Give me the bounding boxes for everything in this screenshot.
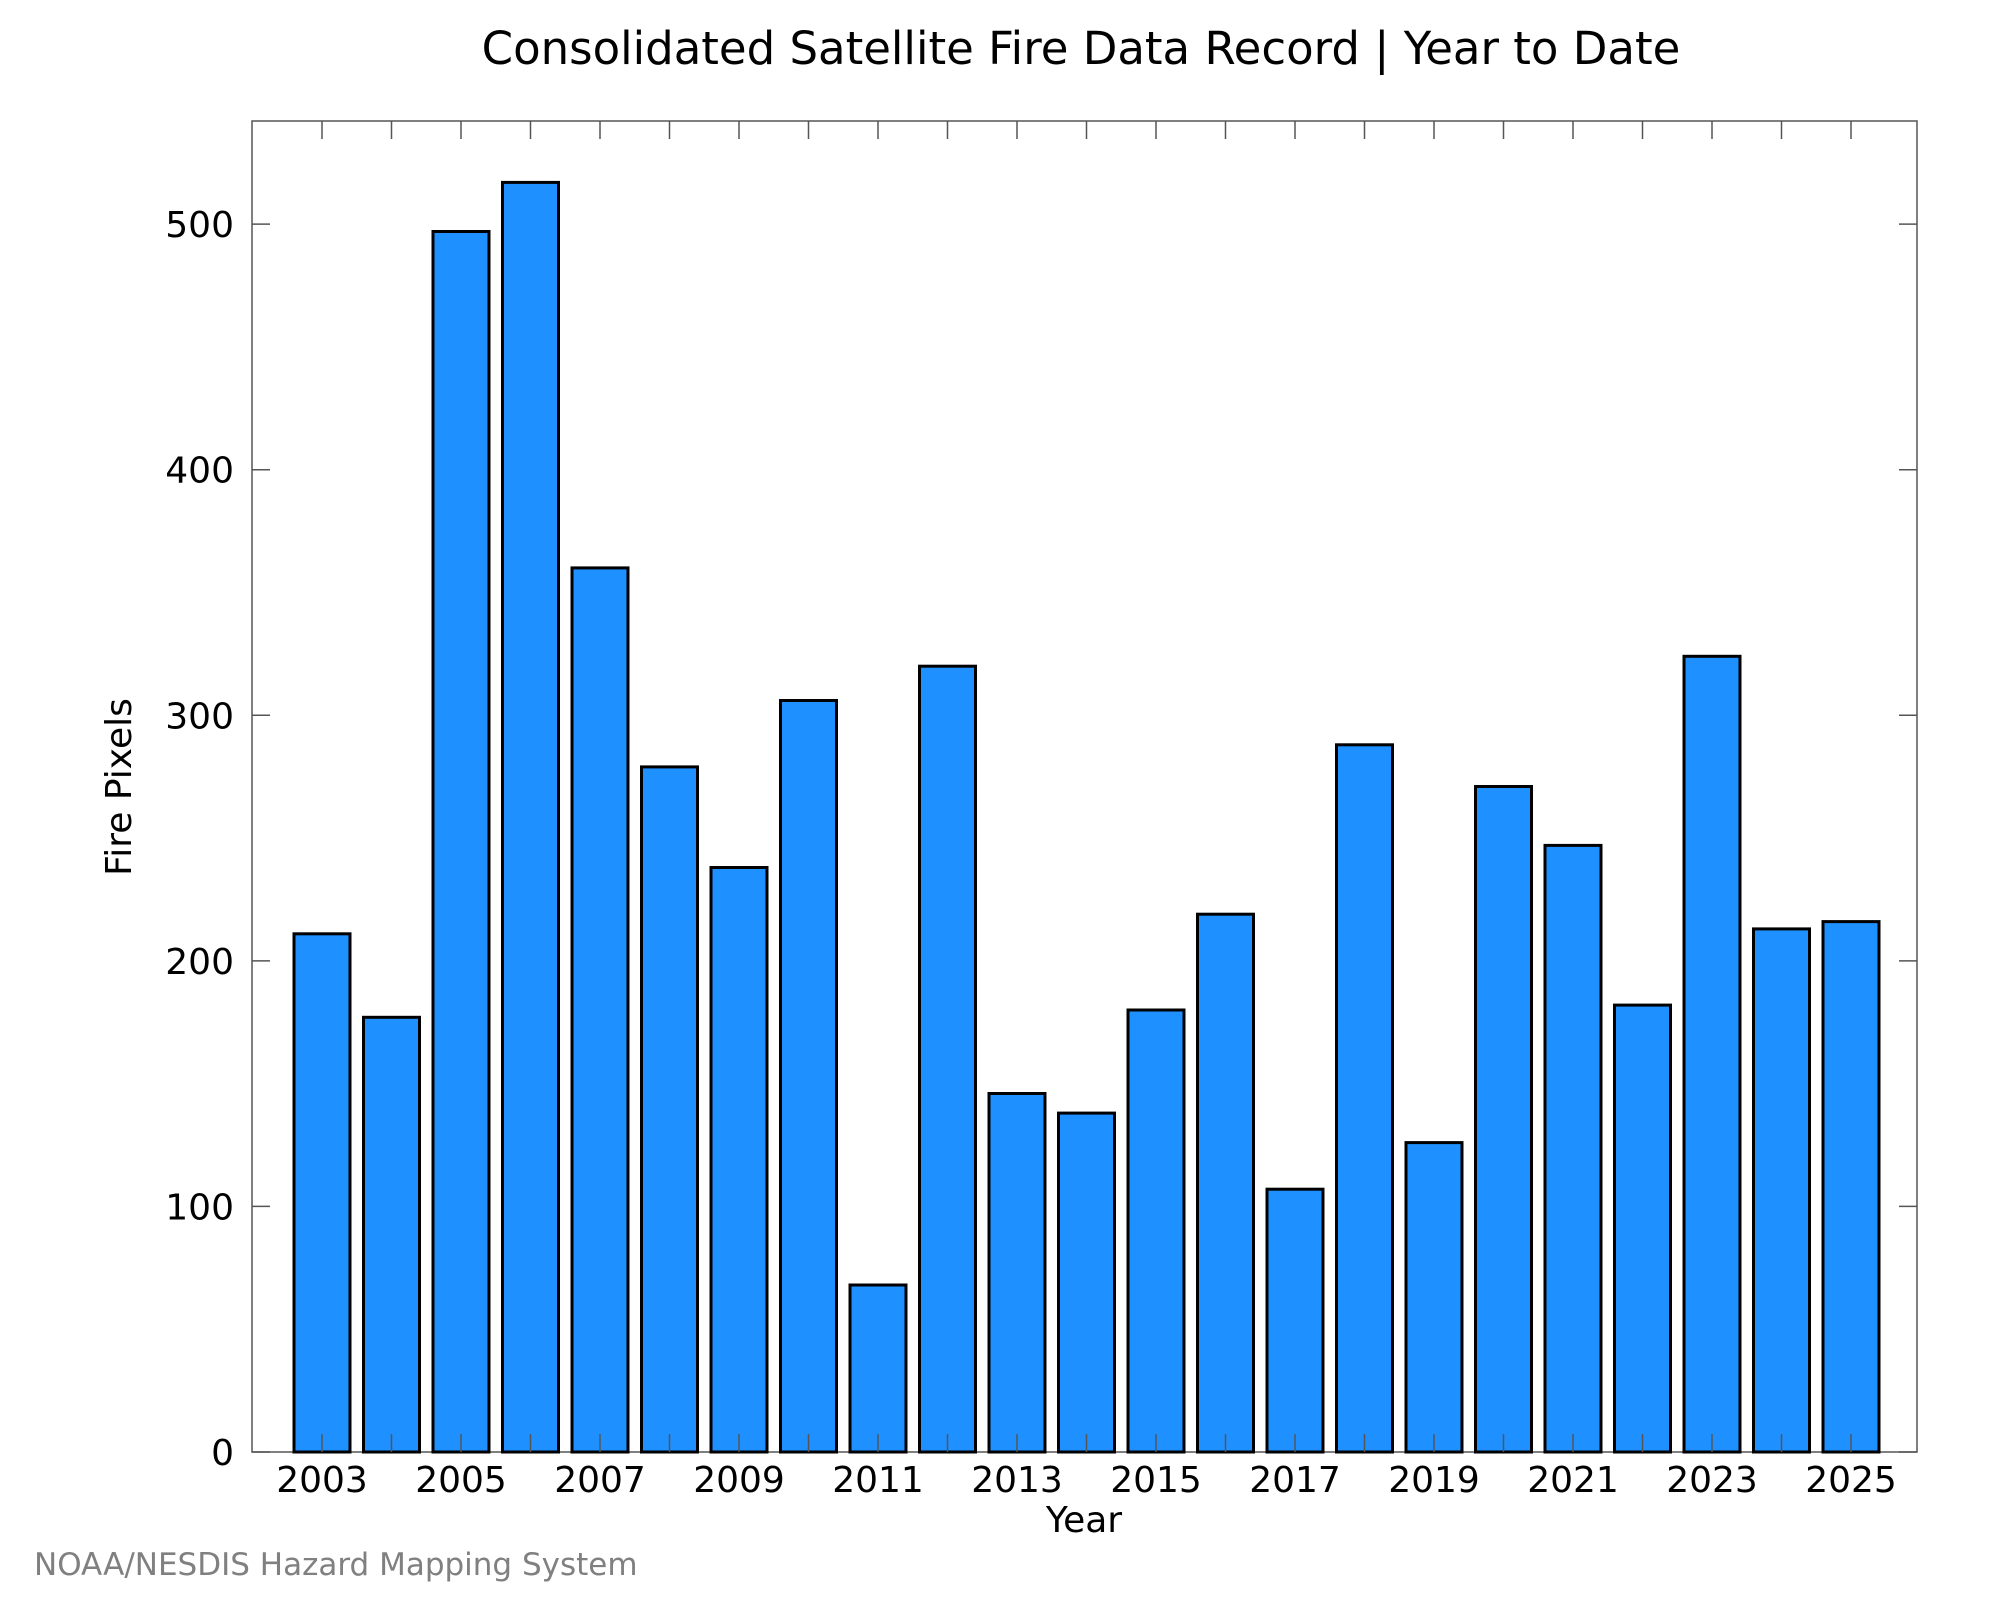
- y-axis-label: Fire Pixels: [99, 698, 140, 876]
- x-tick-label: 2013: [971, 1460, 1063, 1501]
- bar-2016: [1196, 912, 1255, 1454]
- bar-2006: [501, 180, 560, 1454]
- bar-2024: [1752, 927, 1811, 1454]
- y-tick-label: 300: [165, 696, 234, 737]
- bar-2017: [1265, 1187, 1325, 1454]
- credit-text: NOAA/NESDIS Hazard Mapping System: [34, 1547, 638, 1583]
- x-tick-label: 2017: [1249, 1460, 1341, 1501]
- x-axis-label: Year: [1045, 1500, 1122, 1541]
- y-tick-label: 500: [165, 205, 234, 246]
- bar-2022: [1613, 1003, 1672, 1454]
- x-tick-label: 2007: [554, 1460, 646, 1501]
- x-tick-label: 2025: [1805, 1460, 1897, 1501]
- bar-2018: [1335, 743, 1394, 1454]
- bar-2011: [848, 1283, 908, 1454]
- bar-2019: [1404, 1141, 1464, 1454]
- bar-2009: [709, 866, 769, 1454]
- bar-2012: [918, 664, 977, 1454]
- y-tick-label: 0: [211, 1433, 234, 1474]
- bar-2014: [1057, 1111, 1116, 1454]
- bar-2010: [779, 699, 838, 1454]
- x-tick-label: 2021: [1527, 1460, 1619, 1501]
- x-axis: 2003 2005 2007 2009 2011 2013 2015 2017 2019 2021…: [276, 121, 1897, 1501]
- x-tick-label: 2023: [1666, 1460, 1758, 1501]
- x-tick-label: 2011: [832, 1460, 924, 1501]
- y-tick-label: 400: [165, 451, 234, 492]
- y-tick-label: 100: [165, 1187, 234, 1228]
- bar-2015: [1126, 1008, 1186, 1454]
- x-tick-label: 2009: [693, 1460, 785, 1501]
- x-tick-label: 2003: [276, 1460, 368, 1501]
- y-axis: 0 100 200 300 400 500: [165, 205, 1917, 1474]
- x-tick-label: 2005: [415, 1460, 507, 1501]
- bar-2005: [431, 230, 491, 1454]
- bar-2021: [1543, 843, 1603, 1454]
- bars-group: [292, 180, 1881, 1454]
- bar-2008: [640, 765, 699, 1454]
- y-tick-label: 200: [165, 942, 234, 983]
- bar-2025: [1821, 920, 1881, 1454]
- bar-2003: [292, 932, 352, 1454]
- bar-2020: [1474, 785, 1533, 1454]
- x-tick-label: 2019: [1388, 1460, 1480, 1501]
- bar-2004: [362, 1015, 421, 1454]
- bar-2007: [570, 566, 630, 1454]
- bar-2023: [1682, 654, 1742, 1454]
- x-tick-label: 2015: [1110, 1460, 1202, 1501]
- bar-2013: [987, 1092, 1047, 1454]
- chart-title: Consolidated Satellite Fire Data Record …: [482, 22, 1681, 75]
